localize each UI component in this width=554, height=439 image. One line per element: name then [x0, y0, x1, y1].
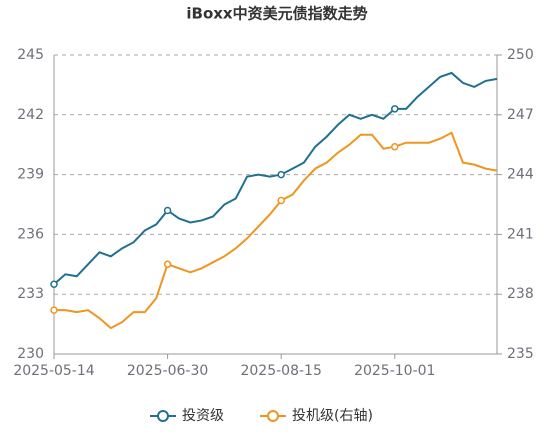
legend-label: 投机级(右轴) — [292, 408, 373, 424]
point — [50, 280, 58, 288]
point — [391, 105, 399, 113]
y2-tick-label: 238 — [507, 286, 534, 302]
y-tick-label: 230 — [17, 346, 44, 362]
point — [50, 306, 58, 314]
y-tick-label: 242 — [17, 107, 44, 123]
y2-tick-label: 235 — [507, 346, 534, 362]
y-tick-label: 233 — [17, 286, 44, 302]
y2-tick-label: 250 — [507, 47, 534, 63]
y-tick-label: 245 — [17, 47, 44, 63]
legend-label: 投资级 — [182, 408, 224, 424]
point — [391, 142, 399, 151]
x-tick-label: 2025-10-01 — [354, 363, 435, 379]
line — [53, 71, 498, 285]
legend-marker — [157, 410, 169, 422]
y-tick-label: 239 — [17, 167, 44, 183]
point — [277, 170, 285, 179]
chart-title: iBoxx中资美元债指数走势 — [186, 5, 367, 23]
y2-tick-label: 244 — [507, 167, 534, 183]
point — [277, 196, 285, 205]
point — [163, 206, 172, 215]
y-tick-label: 236 — [17, 226, 44, 242]
line — [54, 131, 498, 330]
x-tick-label: 2025-05-14 — [13, 363, 94, 379]
x-tick-label: 2025-06-30 — [127, 363, 208, 379]
y2-tick-label: 241 — [507, 226, 534, 242]
y2-tick-label: 247 — [507, 107, 534, 123]
point — [163, 260, 172, 269]
legend-marker — [267, 410, 279, 422]
x-tick-label: 2025-08-15 — [240, 363, 321, 379]
